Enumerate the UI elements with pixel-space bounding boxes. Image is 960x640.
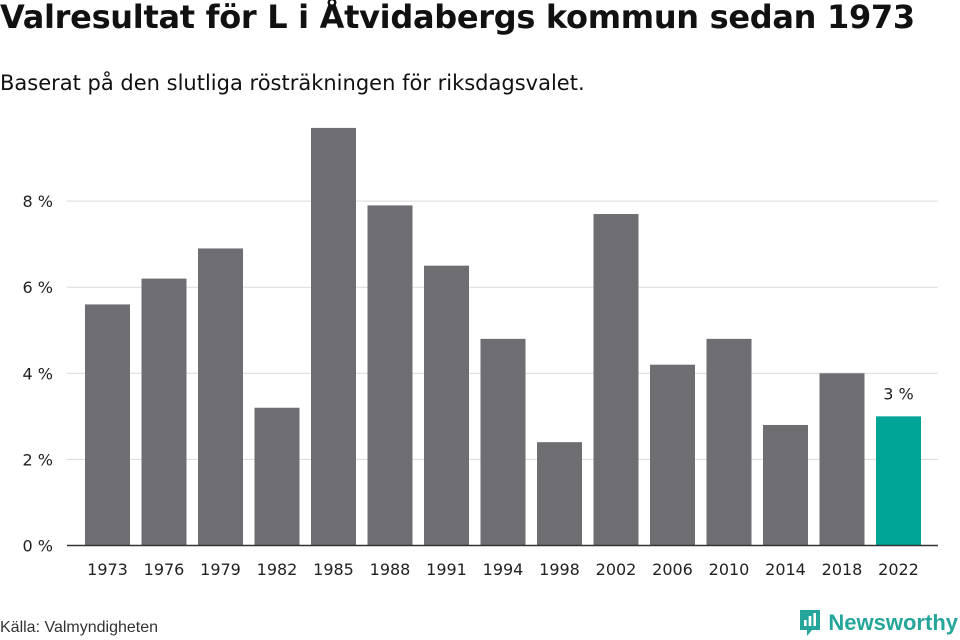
newsworthy-logo: Newsworthy	[798, 608, 958, 638]
x-tick-label: 1982	[257, 560, 298, 579]
x-tick-label: 2018	[822, 560, 863, 579]
x-tick-label: 1988	[370, 560, 411, 579]
bar	[593, 214, 639, 546]
x-tick-label: 1998	[539, 560, 580, 579]
x-tick-label: 1991	[426, 560, 467, 579]
newsworthy-logo-icon	[800, 610, 821, 636]
x-tick-label: 1973	[87, 560, 128, 579]
bar	[141, 278, 187, 546]
x-tick-label: 2006	[652, 560, 693, 579]
bar	[537, 442, 582, 546]
bar	[480, 338, 526, 546]
y-tick-label: 0 %	[23, 537, 53, 556]
bar	[876, 416, 921, 546]
y-tick-label: 8 %	[23, 192, 53, 211]
y-tick-label: 4 %	[23, 364, 53, 383]
bar-value-label: 3 %	[883, 384, 913, 403]
x-tick-label: 2010	[709, 560, 750, 579]
bar	[706, 338, 752, 546]
x-tick-label: 2022	[878, 560, 919, 579]
bar	[254, 407, 300, 546]
bar	[424, 265, 469, 546]
chart-title: Valresultat för L i Åtvidabergs kommun s…	[0, 0, 915, 36]
y-tick-label: 2 %	[23, 450, 53, 469]
x-tick-label: 1994	[483, 560, 524, 579]
bar	[763, 424, 808, 546]
bar	[650, 364, 695, 546]
brand-name: Newsworthy	[828, 610, 958, 635]
chart-subtitle: Baserat på den slutliga rösträkningen fö…	[0, 71, 585, 95]
bar	[85, 304, 130, 546]
bar	[819, 373, 865, 546]
x-tick-label: 1976	[144, 560, 185, 579]
bar	[311, 127, 356, 546]
y-tick-label: 6 %	[23, 278, 53, 297]
source-note: Källa: Valmyndigheten	[0, 619, 159, 636]
x-tick-label: 2014	[765, 560, 806, 579]
bar	[367, 205, 413, 546]
x-tick-label: 2002	[596, 560, 637, 579]
x-tick-label: 1985	[313, 560, 354, 579]
bar	[198, 248, 243, 546]
x-tick-label: 1979	[200, 560, 241, 579]
